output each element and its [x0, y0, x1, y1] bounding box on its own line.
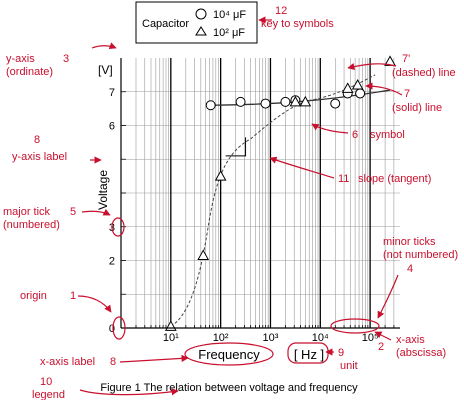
triangle-icon [195, 26, 207, 36]
data-point-triangle [351, 78, 364, 90]
annotation-2-num: 2 [378, 341, 384, 353]
annotation-3-num: 3 [63, 53, 69, 65]
arrow-yaxis [91, 42, 117, 50]
arrow-legend [79, 388, 179, 396]
arrow-dashed-line [347, 63, 397, 71]
arrow-symbol [311, 123, 349, 134]
annotation-4-num: 4 [407, 263, 413, 275]
annotation-4-line2: (not numbered) [383, 249, 458, 261]
data-point-circle [235, 96, 246, 107]
annotation-10-num: 10 [40, 376, 52, 388]
annotation-8y-num: 8 [34, 134, 40, 146]
arrow-xaxis [374, 331, 392, 341]
arrow-xlabel [119, 354, 189, 363]
annotation-8x-text: x-axis label [40, 356, 95, 368]
annotation-4-line1: minor ticks [383, 236, 436, 248]
arrow-minor-ticks [377, 274, 399, 319]
annotation-5-num: 5 [70, 206, 76, 218]
y-axis-label: Voltage [96, 170, 110, 210]
x-tick-label: 10⁵ [362, 332, 379, 344]
arrow-slope [269, 156, 335, 179]
annotation-12-num: 12 [275, 5, 287, 17]
y-tick-label: 0 [109, 323, 115, 335]
x-tick-label: 10¹ [163, 332, 179, 344]
annotation-2-line2: (abscissa) [396, 347, 446, 359]
legend-entry-2: 10² μF [213, 27, 245, 39]
x-tick-labels: 10¹ 10² 10³ 10⁴ 10⁵ [163, 332, 379, 344]
y-tick-label: 7 [109, 87, 115, 99]
annotation-11-text: slope (tangent) [358, 173, 431, 185]
data-point-triangle [299, 95, 312, 107]
annotation-1-text: origin [20, 290, 47, 302]
arrow-major-tick [81, 208, 111, 216]
annotation-1-num: 1 [70, 290, 76, 302]
arrow-origin [77, 295, 112, 313]
circle-xlabel [184, 342, 274, 366]
data-point-triangle [289, 95, 302, 107]
annotation-8x-num: 8 [110, 356, 116, 368]
annotation-7-text: (solid) line [392, 102, 442, 114]
x-axis-label: Frequency [198, 347, 260, 362]
legend-box: Capacitor 10⁴ μF 10² μF [135, 1, 258, 44]
annotation-7p-num: 7' [402, 53, 410, 65]
annotation-3-line2: (ordinate) [6, 66, 53, 78]
annotation-9-num: 9 [338, 347, 344, 359]
y-unit-label: [V] [98, 63, 113, 77]
circle-unit [287, 342, 329, 364]
circle-minor-ticks [330, 318, 380, 334]
legend-title: Capacitor [142, 18, 189, 30]
slope-tangent-mark [225, 137, 247, 157]
annotation-6-num: 6 [352, 129, 358, 141]
annotation-6-text: symbol [370, 129, 405, 141]
figure-caption: Figure 1 The relation between voltage an… [100, 382, 358, 394]
x-tick-label: 10² [213, 332, 229, 344]
data-point-circle [260, 98, 271, 109]
x-unit-label: [ Hz ] [294, 347, 324, 362]
annotation-11-num: 11 [338, 173, 349, 185]
x-tick-label: 10³ [263, 332, 279, 344]
annotation-3-line1: y-axis [6, 53, 35, 65]
annotations: 12 key to symbols 3 y-axis (ordinate) 7'… [3, 5, 458, 400]
annotation-5-line2: (numbered) [3, 219, 60, 231]
annotation-8y-text: y-axis label [12, 151, 67, 163]
y-tick-label: 6 [109, 121, 115, 133]
annotation-10-text: legend [32, 389, 65, 400]
plot-area [121, 55, 400, 331]
annotation-arrows [77, 16, 403, 396]
x-tick-label: 10⁴ [312, 332, 329, 344]
circle-icon [195, 8, 207, 20]
data-point-triangle [197, 249, 210, 260]
legend-entry-1: 10⁴ μF [213, 9, 246, 21]
data-point-circle [280, 96, 291, 107]
data-point-triangle [341, 82, 354, 93]
annotation-5-line1: major tick [3, 206, 51, 218]
circle-major-tick [111, 217, 125, 237]
data-point-circle [355, 88, 366, 99]
annotation-2-line1: x-axis [396, 334, 425, 346]
data-point-triangle [214, 170, 227, 181]
annotation-7p-text: (dashed) line [392, 67, 456, 79]
annotation-7-num: 7 [404, 88, 410, 100]
data-point-triangle [164, 320, 177, 331]
data-point-circle [330, 98, 341, 109]
arrow-solid-line [365, 82, 403, 96]
series-dashed-line [170, 74, 376, 327]
y-tick-label: 2 [109, 256, 115, 268]
data-point-circle [205, 100, 216, 111]
annotation-12-text: key to symbols [261, 18, 334, 30]
annotation-9-text: unit [340, 360, 358, 372]
circle-origin [112, 316, 126, 340]
